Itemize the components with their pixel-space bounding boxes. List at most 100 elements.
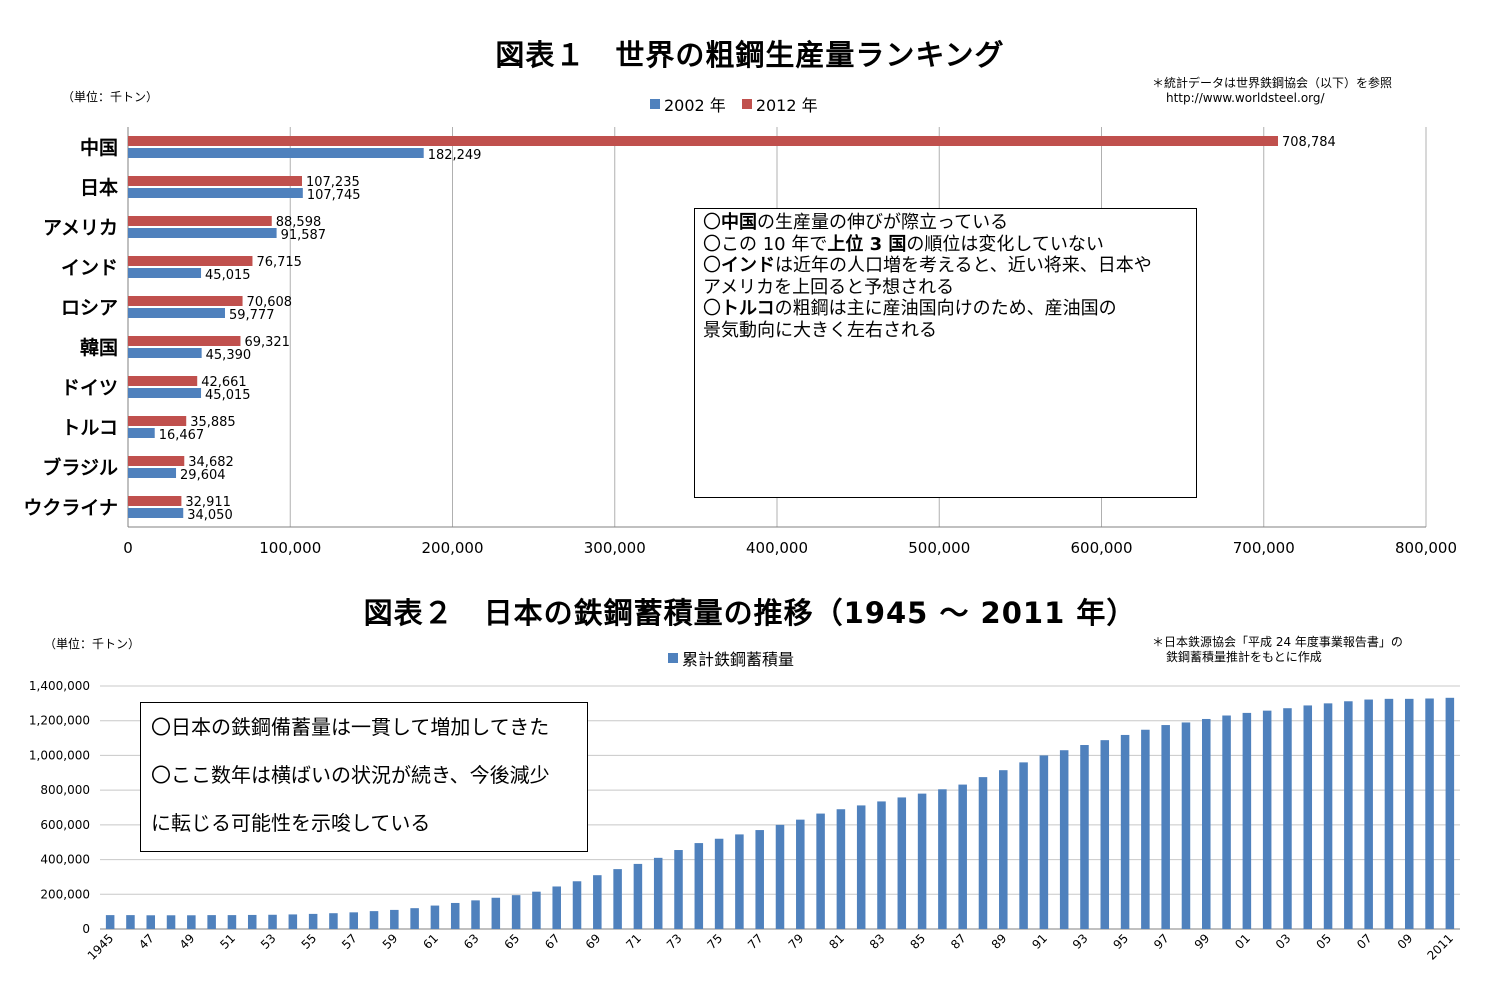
chart2-bar bbox=[1384, 698, 1394, 929]
chart2-x-tick-label: 77 bbox=[745, 931, 766, 952]
chart2-x-tick-label: 75 bbox=[705, 931, 726, 952]
chart2-bar bbox=[126, 915, 135, 929]
chart2-x-tick-label: 03 bbox=[1273, 931, 1294, 952]
chart2-bar bbox=[856, 805, 866, 929]
chart1-annotation-line: 〇インドは近年の人口増を考えると、近い将来、日本や bbox=[703, 255, 1188, 277]
chart1-bar-2002 bbox=[128, 388, 202, 398]
chart2-x-tick-label: 89 bbox=[989, 931, 1010, 952]
chart2-bar bbox=[1059, 750, 1069, 929]
chart2-x-tick-label: 07 bbox=[1354, 931, 1375, 952]
chart2-bar bbox=[227, 915, 237, 929]
chart2-annotation-box: 〇日本の鉄鋼備蓄量は一貫して増加してきた 〇ここ数年は横ばいの状況が続き、今後減少… bbox=[140, 702, 588, 852]
chart2-bar bbox=[552, 886, 561, 929]
chart1-data-label-2002: 45,015 bbox=[205, 268, 251, 283]
chart1-bar-2012 bbox=[128, 176, 302, 186]
chart1-annotation-segment: インド bbox=[721, 255, 775, 276]
chart1-legend-label-2002: 2002 年 bbox=[664, 96, 726, 115]
chart2-bar bbox=[714, 838, 724, 929]
chart2-x-tick-label: 09 bbox=[1395, 931, 1416, 952]
chart2-bar bbox=[938, 789, 947, 929]
chart1-annotation-segment: 〇この 10 年で bbox=[703, 233, 828, 255]
chart1-x-tick-label: 500,000 bbox=[908, 539, 970, 557]
chart2-bar bbox=[1161, 725, 1170, 929]
chart2-y-tick-label: 600,000 bbox=[40, 818, 90, 832]
chart2-bar bbox=[1120, 734, 1130, 929]
chart1-data-label-2002: 182,249 bbox=[428, 148, 482, 163]
chart2-bar bbox=[471, 900, 480, 929]
chart1-data-label-2012: 69,321 bbox=[244, 335, 290, 350]
chart1-bar-2002 bbox=[128, 188, 303, 198]
chart2-source-note: ＊日本鉄源協会「平成 24 年度事業報告書」の 鉄鋼蓄積量推計をもとに作成 bbox=[1152, 635, 1403, 665]
chart2-bar bbox=[1262, 710, 1272, 929]
chart1-category-label: 中国 bbox=[80, 136, 118, 159]
chart2-annotation-line: 〇ここ数年は横ばいの状況が続き、今後減少 bbox=[151, 763, 550, 787]
chart1-data-label-2002: 29,604 bbox=[180, 468, 226, 483]
chart1-data-label-2012: 76,715 bbox=[256, 255, 302, 270]
chart2-bar bbox=[978, 777, 988, 929]
chart2-bar bbox=[999, 770, 1008, 929]
chart1-source-line-1: ＊統計データは世界鉄鋼協会（以下）を参照 bbox=[1152, 76, 1393, 90]
chart2-bar bbox=[1019, 762, 1028, 929]
chart1-annotation-segment: の生産量の伸びが際立っている bbox=[757, 212, 1009, 233]
chart1-data-label-2002: 91,587 bbox=[281, 228, 327, 243]
chart2-bar bbox=[1222, 715, 1231, 929]
chart2-x-tick-label: 55 bbox=[299, 931, 320, 952]
chart1-category-label: トルコ bbox=[61, 417, 118, 439]
chart1-bar-2012 bbox=[128, 416, 187, 426]
chart1-annotation-line: アメリカを上回ると予想される bbox=[703, 277, 1188, 299]
chart1-data-label-2012: 70,608 bbox=[247, 295, 292, 310]
chart1-data-label-2002: 16,467 bbox=[159, 428, 205, 443]
chart1-bar-2012 bbox=[128, 336, 241, 346]
chart1-annotation-segment: 上位 3 国 bbox=[827, 233, 907, 255]
chart1-annotation-segment: 〇 bbox=[703, 255, 721, 276]
chart1-bar-2002 bbox=[128, 428, 155, 438]
chart2-bar bbox=[836, 809, 846, 929]
chart2-source-line-2: 鉄鋼蓄積量推計をもとに作成 bbox=[1166, 650, 1322, 664]
chart2-y-tick-label: 1,400,000 bbox=[29, 679, 90, 693]
chart2-bar bbox=[897, 797, 907, 929]
chart1-source-line-2: http://www.worldsteel.org/ bbox=[1166, 91, 1325, 105]
chart2-x-tick-label: 71 bbox=[623, 931, 644, 952]
chart1-category-label: 日本 bbox=[80, 176, 118, 199]
chart2-bar bbox=[1100, 740, 1110, 929]
chart2-x-tick-label: 63 bbox=[461, 931, 482, 952]
chart1-data-label-2012: 42,661 bbox=[201, 375, 247, 390]
chart2-x-tick-label: 05 bbox=[1313, 931, 1334, 952]
chart2-bar bbox=[816, 813, 825, 929]
chart2-x-tick-label: 53 bbox=[258, 931, 279, 952]
chart1-annotation-box: 〇中国の生産量の伸びが際立っている 〇この 10 年で上位 3 国の順位は変化して… bbox=[694, 208, 1197, 498]
chart2-bar bbox=[775, 824, 785, 929]
chart1-bar-2012 bbox=[128, 136, 1279, 146]
chart1-category-label: インド bbox=[61, 257, 118, 279]
chart1-annotation-line: 〇トルコの粗鋼は主に産油国向けのため、産油国の bbox=[703, 298, 1188, 320]
chart2-bar bbox=[1323, 703, 1333, 929]
chart2-bar bbox=[1344, 701, 1353, 929]
chart2-bar bbox=[166, 915, 176, 929]
chart2-bar bbox=[369, 911, 379, 929]
chart2-legend: 累計鉄鋼蓄積量 bbox=[668, 646, 794, 670]
chart1-bar-2012 bbox=[128, 456, 185, 466]
chart2-bar bbox=[247, 914, 257, 929]
chart1-annotation-segment: トルコ bbox=[721, 298, 775, 319]
chart2-bar bbox=[349, 912, 358, 929]
chart1-annotation-line: 景気動向に大きく左右される bbox=[703, 320, 1188, 342]
chart1-data-label-2012: 708,784 bbox=[1282, 135, 1336, 150]
chart1-category-label: ブラジル bbox=[42, 456, 118, 479]
chart2-x-tick-label: 49 bbox=[177, 931, 198, 952]
chart2-bar bbox=[674, 850, 683, 929]
chart2-bar bbox=[694, 843, 704, 929]
chart2-bar bbox=[1080, 745, 1089, 929]
chart1-annotation-segment: 〇 bbox=[703, 298, 721, 319]
chart2-x-tick-label: 59 bbox=[380, 931, 401, 952]
chart2-source-line-1: ＊日本鉄源協会「平成 24 年度事業報告書」の bbox=[1152, 635, 1403, 649]
chart2-bar bbox=[410, 908, 419, 929]
chart2-bar bbox=[390, 909, 399, 929]
chart2-bar bbox=[1202, 718, 1211, 929]
chart2-bar bbox=[877, 801, 886, 929]
chart1-x-tick-label: 100,000 bbox=[259, 539, 321, 557]
chart2-x-tick-label: 57 bbox=[339, 931, 360, 952]
chart1-x-tick-label: 800,000 bbox=[1395, 539, 1457, 557]
chart2-bar bbox=[1283, 708, 1292, 929]
chart1-bar-2012 bbox=[128, 296, 243, 306]
chart2-bar bbox=[572, 881, 582, 929]
